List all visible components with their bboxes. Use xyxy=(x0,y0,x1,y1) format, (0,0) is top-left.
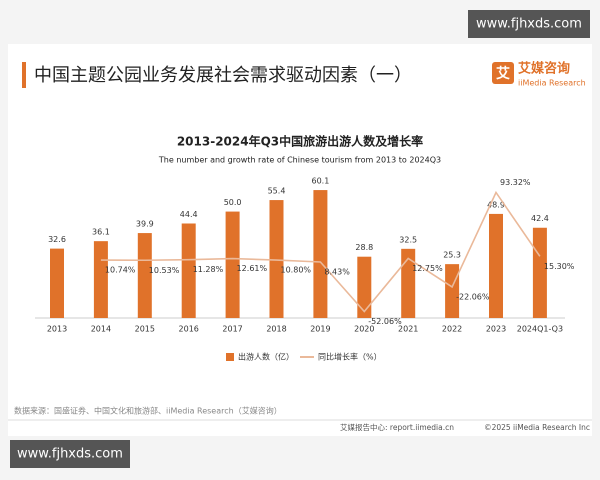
bar xyxy=(93,241,108,318)
footer-copyright: ©2025 iiMedia Research Inc xyxy=(484,423,590,432)
chart-subtitle: The number and growth rate of Chinese to… xyxy=(158,156,441,165)
bar-value-label: 44.4 xyxy=(180,210,198,219)
x-tick-label: 2014 xyxy=(91,325,111,334)
line-value-label: 12.61% xyxy=(237,264,268,273)
bar xyxy=(50,248,64,318)
bar-value-label: 60.1 xyxy=(311,177,329,186)
legend-label: 同比增长率（%） xyxy=(318,352,382,362)
bar-value-label: 48.9 xyxy=(487,200,505,209)
bar xyxy=(401,248,416,318)
source: 数据来源：国盛证券、中国文化和旅游部、iiMedia Research（艾媒咨询… xyxy=(14,406,282,416)
x-tick-label: 2018 xyxy=(266,325,286,334)
title-accent xyxy=(22,62,26,88)
watermark: www.fjhxds.com xyxy=(476,17,582,32)
x-tick-label: 2015 xyxy=(135,325,155,334)
line-value-label: 10.74% xyxy=(105,266,136,275)
x-tick-label: 2022 xyxy=(442,325,462,334)
x-tick-label: 2024Q1-Q3 xyxy=(517,325,563,334)
bar xyxy=(489,213,503,318)
bar-value-label: 50.0 xyxy=(224,198,242,207)
x-tick-label: 2013 xyxy=(47,325,67,334)
x-tick-label: 2020 xyxy=(354,325,374,334)
legend-swatch xyxy=(226,353,234,361)
legend-label: 出游人数（亿） xyxy=(238,352,294,362)
bar xyxy=(445,264,460,318)
logo-cn: 艾媒咨询 xyxy=(518,61,570,77)
logo-en: iiMedia Research xyxy=(518,79,586,88)
line-value-label: 8.43% xyxy=(324,267,350,276)
bar xyxy=(532,227,547,318)
line-value-label: 11.28% xyxy=(193,265,224,274)
bar-value-label: 42.4 xyxy=(531,214,549,223)
bar xyxy=(313,190,328,318)
bar xyxy=(225,211,240,318)
x-tick-label: 2017 xyxy=(222,325,242,334)
bar-value-label: 28.8 xyxy=(355,243,373,252)
footer-report: 艾媒报告中心: report.iimedia.cn xyxy=(340,422,454,432)
line-value-label: 93.32% xyxy=(500,178,531,187)
watermark-box xyxy=(468,10,590,38)
growth-line xyxy=(100,190,541,313)
line-value-label: 10.80% xyxy=(281,266,312,275)
line-value-label: 15.30% xyxy=(544,262,575,271)
x-tick-label: 2021 xyxy=(398,325,418,334)
line-value-label: -22.06% xyxy=(456,292,490,301)
line-value-label: 10.53% xyxy=(149,266,180,275)
bar xyxy=(137,233,152,318)
bar xyxy=(269,200,284,318)
bar-value-label: 36.1 xyxy=(92,228,110,237)
bar xyxy=(181,223,196,318)
slide xyxy=(8,44,592,436)
x-tick-label: 2019 xyxy=(310,325,330,334)
watermark-box xyxy=(10,440,130,468)
bar xyxy=(357,256,372,318)
x-tick-label: 2023 xyxy=(486,325,506,334)
bar-value-label: 32.6 xyxy=(48,235,66,244)
chart-title: 2013-2024年Q3中国旅游出游人数及增长率 xyxy=(177,134,423,149)
bar-value-label: 25.3 xyxy=(443,251,461,260)
watermark: www.fjhxds.com xyxy=(17,447,123,462)
line-value-label: 12.75% xyxy=(412,264,443,273)
x-tick-label: 2016 xyxy=(179,325,199,334)
logo-mark: 艾 xyxy=(496,65,510,82)
page-title: 中国主题公园业务发展社会需求驱动因素（一） xyxy=(34,65,412,86)
line-value-label: -52.06% xyxy=(368,317,402,326)
bar-value-label: 55.4 xyxy=(268,187,286,196)
bar-value-label: 32.5 xyxy=(399,235,417,244)
logo-box xyxy=(492,62,514,84)
bar-value-label: 39.9 xyxy=(136,220,154,229)
